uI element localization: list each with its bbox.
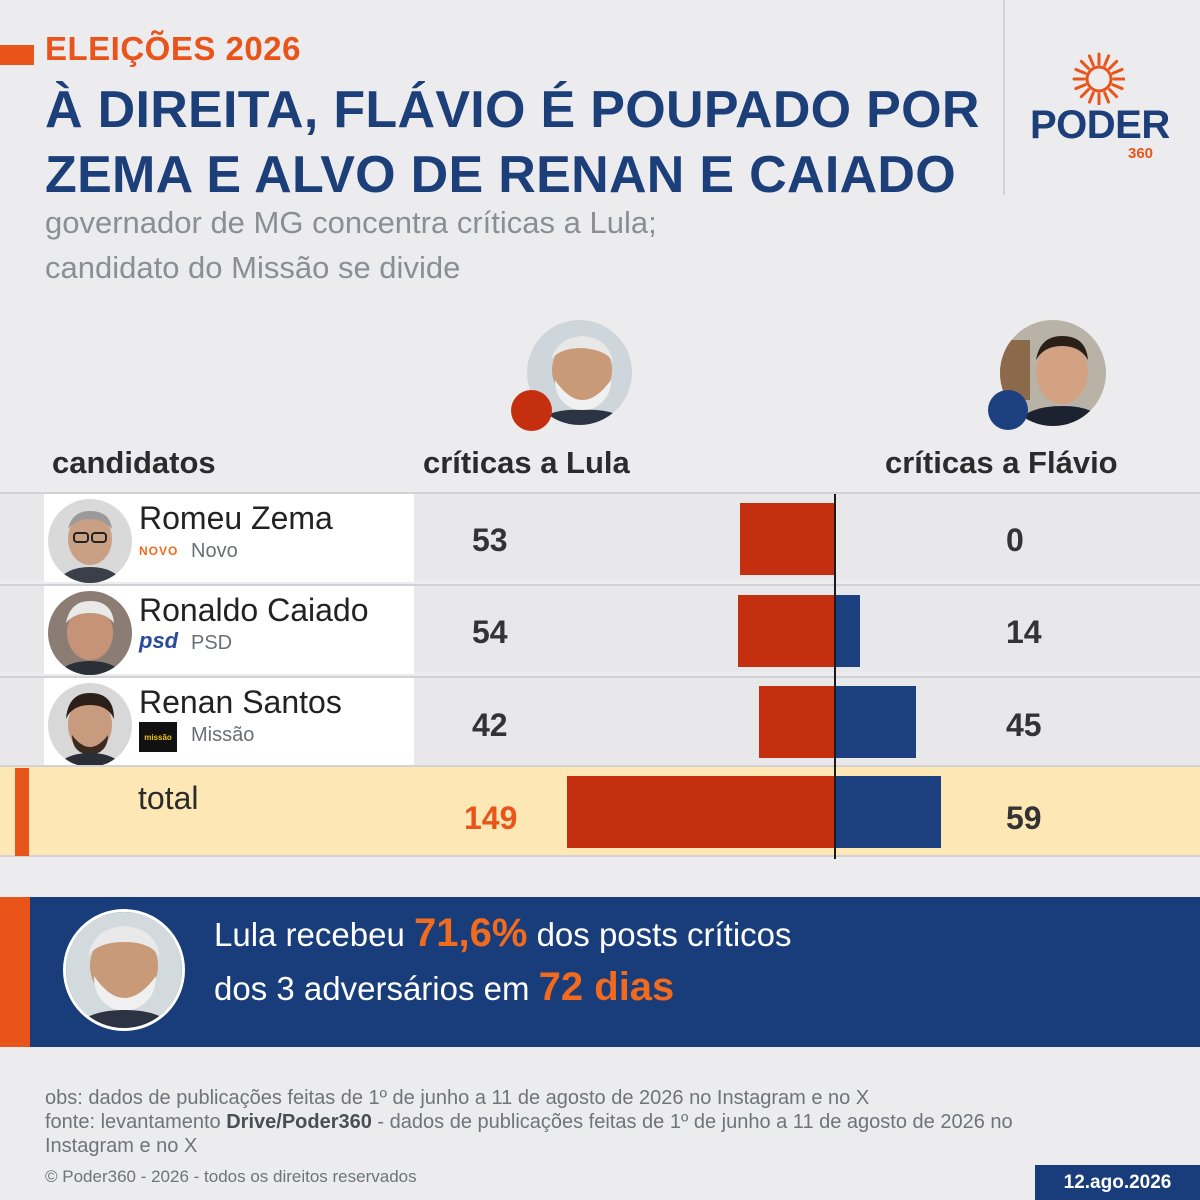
burst-ray <box>1079 59 1090 70</box>
lula-total-value: 149 <box>464 800 518 836</box>
date-badge: 12.ago.2026 <box>1035 1165 1200 1200</box>
poder360-logo: PODER 360 <box>1030 45 1170 165</box>
flavio-value-label: 14 <box>1006 614 1042 650</box>
total-marker <box>15 768 29 856</box>
logo-number: 360 <box>1128 145 1154 162</box>
candidate-name: Renan Santos <box>139 684 342 720</box>
lula-bar <box>566 776 835 848</box>
flavio-bar <box>835 776 942 848</box>
footer-copyright: © Poder360 - 2026 - todos os direitos re… <box>45 1167 417 1186</box>
burst-ray <box>1108 88 1119 99</box>
candidate-card-caiado: Ronaldo Caiado psd PSD <box>44 586 414 675</box>
burst-ray <box>1103 91 1111 104</box>
subtitle-line-2: candidato do Missão se divide <box>45 250 461 285</box>
flavio-value-label: 0 <box>1006 522 1024 558</box>
logo-word: PODER <box>1030 103 1170 147</box>
banner-line-2: dos 3 adversários em 72 dias <box>214 965 674 1010</box>
footer-source: fonte: levantamento Drive/Poder360 - dad… <box>45 1111 1013 1134</box>
burst-ray <box>1087 54 1095 67</box>
lula-value-label: 54 <box>472 614 508 650</box>
lula-avatar <box>527 320 632 425</box>
column-header-flavio: críticas a Flávio <box>885 445 1118 480</box>
renan-photo <box>48 683 132 767</box>
burst-ray <box>1111 67 1124 75</box>
lula-bar <box>739 503 835 575</box>
banner-text: Lula recebeu <box>214 916 414 953</box>
total-label: total <box>138 780 199 816</box>
headline-line-2: ZEMA E ALVO DE RENAN E CAIADO <box>45 146 957 204</box>
burst-ray <box>1111 83 1124 91</box>
burst-ray <box>1074 67 1087 75</box>
lula-bar <box>737 595 835 667</box>
lula-party-dot <box>511 390 552 431</box>
flavio-bar <box>835 595 861 667</box>
banner-line-1: Lula recebeu 71,6% dos posts críticos <box>214 911 792 956</box>
candidate-party: PSD <box>191 632 233 654</box>
burst-ray <box>1103 54 1111 67</box>
footer-source-text: fonte: levantamento <box>45 1111 227 1133</box>
candidate-party: Novo <box>191 540 238 562</box>
lula-value-label: 42 <box>472 707 508 743</box>
footer-source-line-2: Instagram e no X <box>45 1135 198 1157</box>
banner-accent <box>0 897 30 1047</box>
sun-burst-icon <box>1072 52 1125 105</box>
burst-ray <box>1079 88 1090 99</box>
lula-value-label: 53 <box>472 522 508 558</box>
lula-banner-photo <box>63 909 185 1031</box>
psd-party-logo: psd <box>139 628 179 653</box>
burst-ray <box>1074 83 1087 91</box>
banner-text: dos 3 adversários em <box>214 970 539 1007</box>
column-header-lula: críticas a Lula <box>423 445 630 480</box>
burst-ray <box>1087 91 1095 104</box>
banner-text: dos posts críticos <box>527 916 792 953</box>
footer-obs: obs: dados de publicações feitas de 1º d… <box>45 1087 870 1109</box>
flavio-party-dot <box>988 390 1028 430</box>
candidate-card-renan: Renan Santos missão Missão <box>44 678 414 767</box>
subtitle-line-1: governador de MG concentra críticas a Lu… <box>45 205 657 240</box>
candidate-party: Missão <box>191 724 255 746</box>
flavio-value-label: 45 <box>1006 707 1042 743</box>
candidate-card-zema: Romeu Zema NOVO Novo <box>44 494 414 583</box>
novo-party-logo: NOVO <box>139 544 179 558</box>
eyebrow-marker <box>0 45 34 65</box>
missao-party-logo: missão <box>139 722 177 752</box>
column-header-candidates: candidatos <box>52 445 216 480</box>
candidate-name: Romeu Zema <box>139 500 333 536</box>
summary-banner: Lula recebeu 71,6% dos posts críticos do… <box>0 897 1200 1047</box>
headline-line-1: À DIREITA, FLÁVIO É POUPADO POR <box>45 81 980 139</box>
flavio-bar <box>835 686 916 758</box>
caiado-photo <box>48 591 132 675</box>
banner-percentage: 71,6% <box>413 911 528 955</box>
header-divider <box>1003 0 1005 195</box>
footer-source-text: - dados de publicações feitas de 1º de j… <box>371 1111 1013 1133</box>
flavio-total-value: 59 <box>1006 800 1042 836</box>
zema-photo <box>48 499 132 583</box>
lula-bar <box>759 686 835 758</box>
banner-days: 72 dias <box>538 965 675 1009</box>
eyebrow: ELEIÇÕES 2026 <box>45 30 301 67</box>
burst-ray <box>1108 59 1119 70</box>
candidate-name: Ronaldo Caiado <box>139 592 369 628</box>
zero-axis-line <box>834 494 836 859</box>
footer-source-name: Drive/Poder360 <box>226 1111 372 1133</box>
